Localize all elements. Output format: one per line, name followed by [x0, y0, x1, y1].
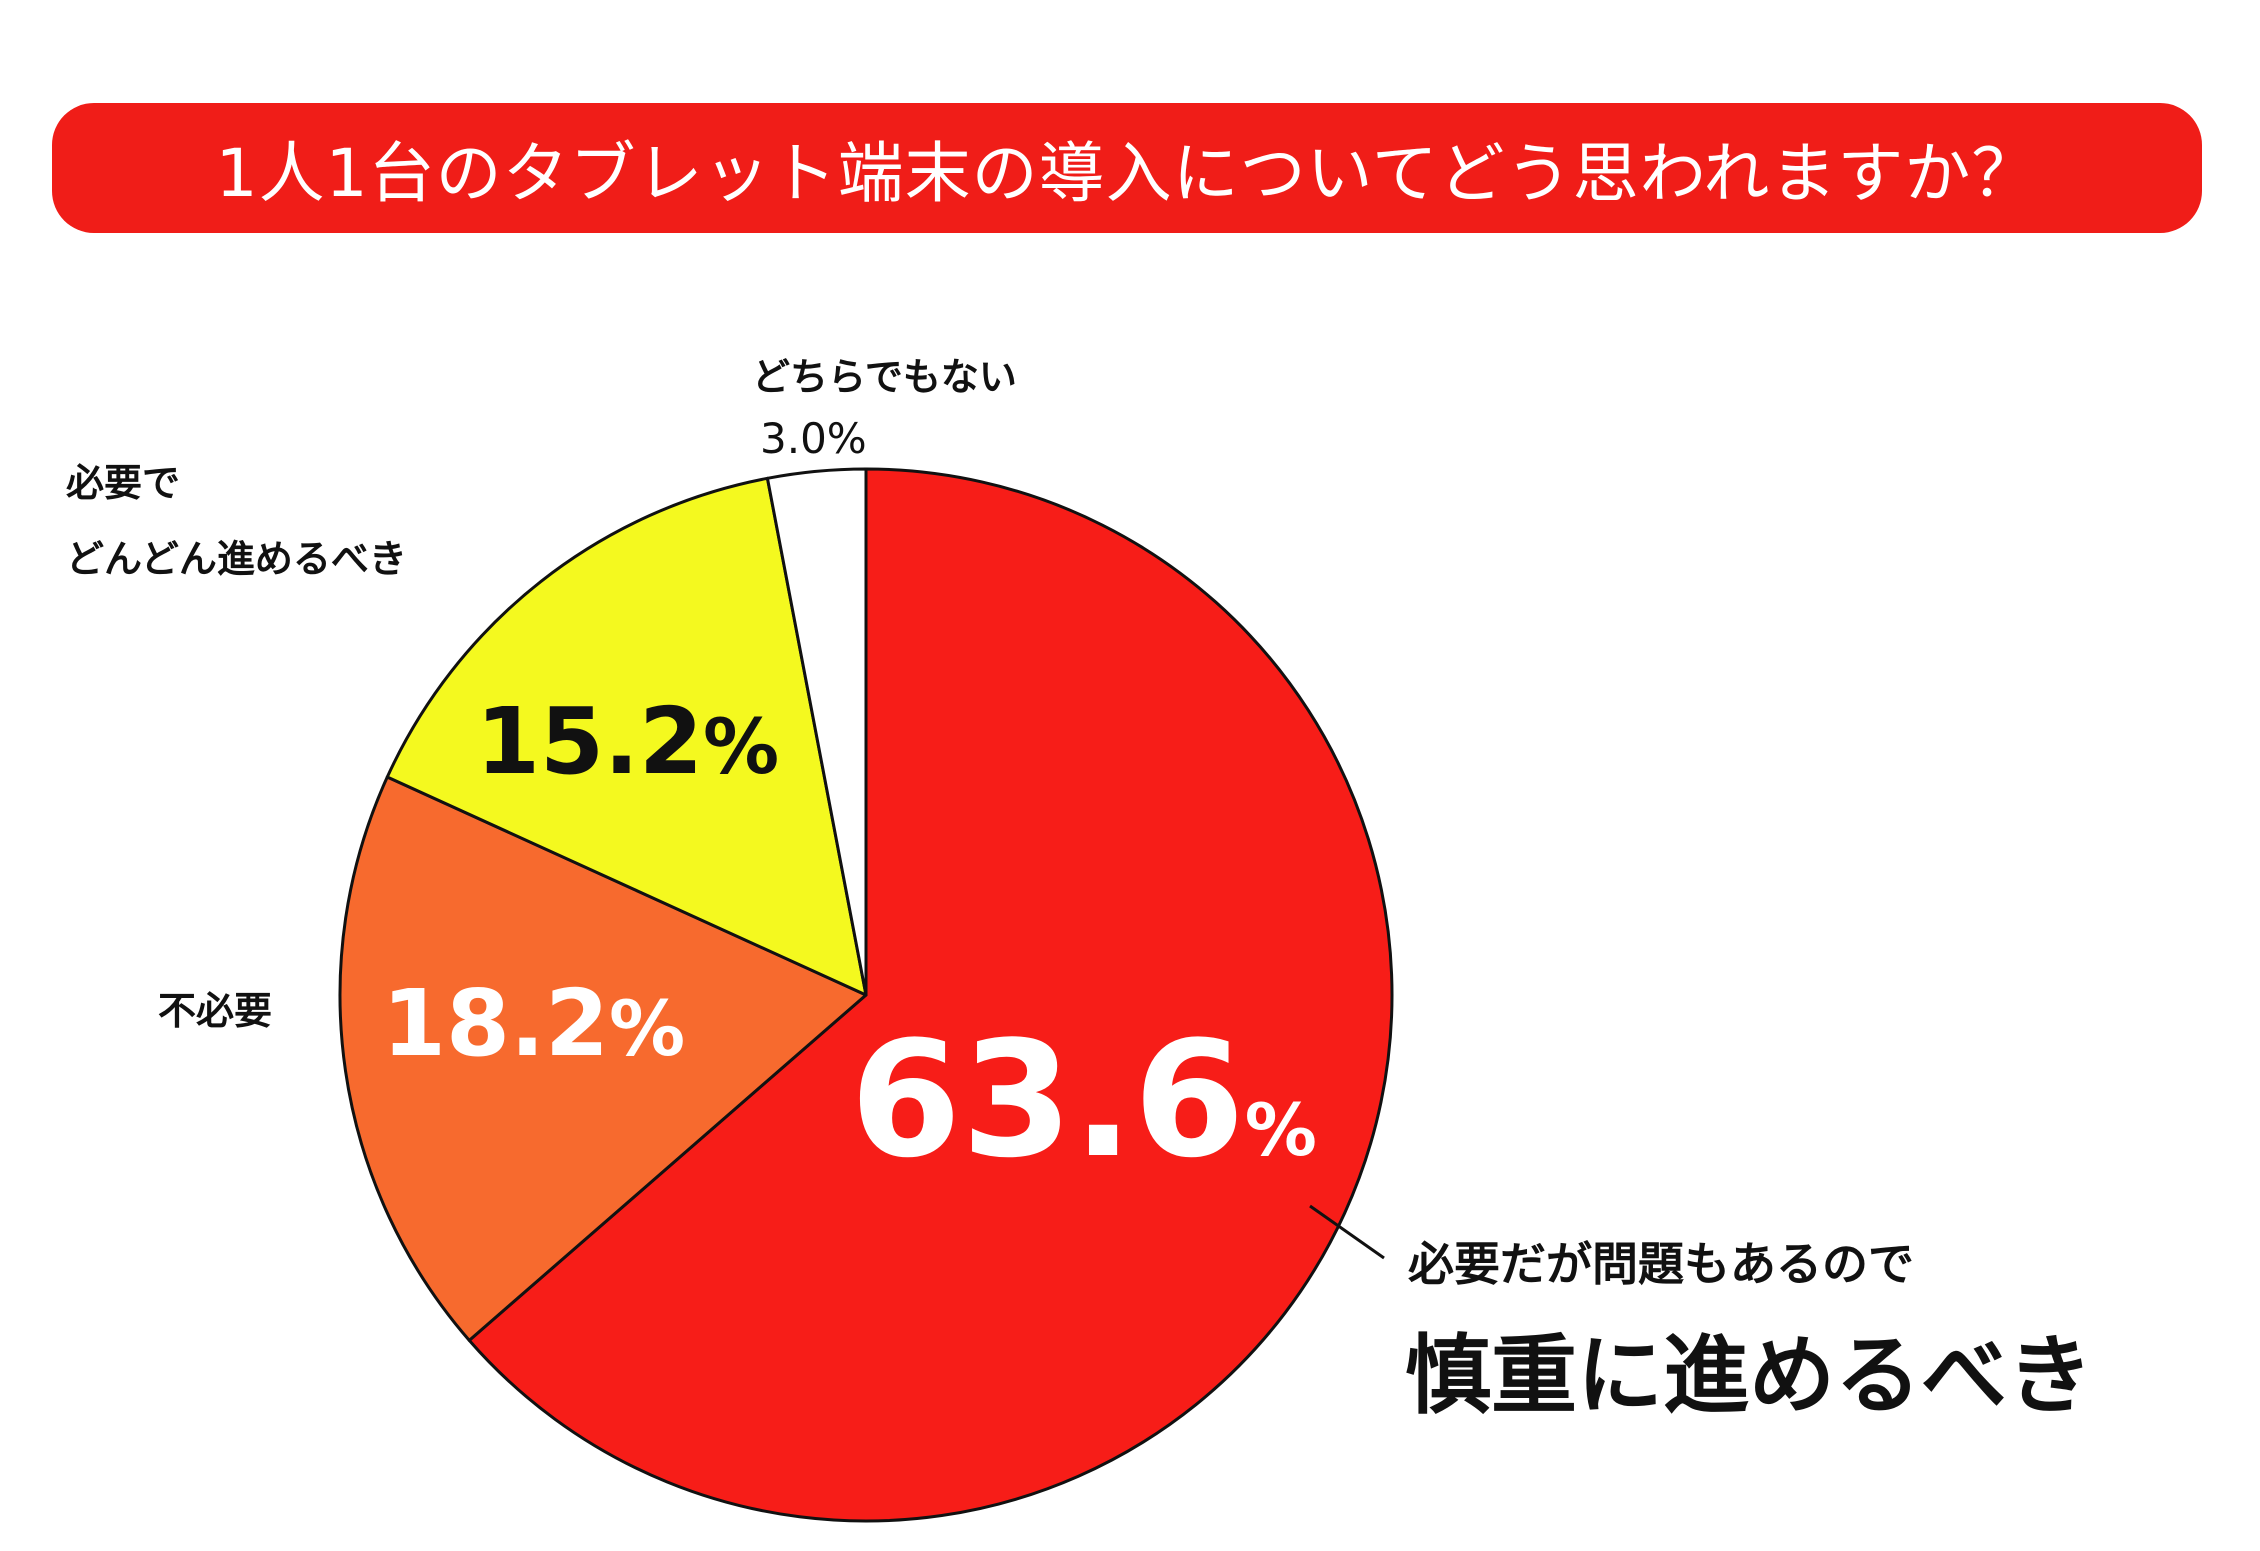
pct-unnecessary-unit: % — [609, 984, 686, 1073]
slice-necessary — [385, 476, 868, 997]
slice-cautious — [467, 467, 1394, 1523]
pct-necessary: 15.2% — [476, 696, 779, 788]
label-neither: どちらでもない — [752, 355, 1017, 399]
slice-unnecessary — [338, 775, 868, 1342]
pct-neither-value: 3.0 — [760, 414, 827, 463]
pct-neither: 3.0% — [760, 418, 867, 460]
pct-unnecessary-value: 18.2 — [382, 970, 609, 1077]
pie-slices — [338, 467, 1394, 1523]
label-cautious-line1: 必要だが問題もあるので — [1408, 1237, 1914, 1291]
pct-necessary-value: 15.2 — [476, 688, 703, 795]
chart-title: 1人1台のタブレット端末の導入についてどう思われますか？ — [215, 135, 2039, 212]
label-necessary-line2: どんどん進めるべき — [66, 537, 407, 581]
pct-cautious-value: 63.6 — [850, 1006, 1245, 1193]
pct-unnecessary: 18.2% — [382, 978, 685, 1070]
label-cautious-line2: 慎重に進めるべき — [1405, 1326, 2093, 1426]
pct-cautious: 63.6% — [850, 1020, 1317, 1180]
label-necessary-line1: 必要で — [66, 461, 181, 505]
slice-neither — [765, 467, 868, 997]
callout-leader-line — [1309, 1204, 1385, 1260]
pct-neither-unit: % — [826, 414, 867, 463]
pct-necessary-unit: % — [703, 702, 780, 791]
title-banner: 1人1台のタブレット端末の導入についてどう思われますか？ — [52, 103, 2202, 233]
label-unnecessary: 不必要 — [158, 989, 273, 1033]
pct-cautious-unit: % — [1244, 1088, 1317, 1172]
